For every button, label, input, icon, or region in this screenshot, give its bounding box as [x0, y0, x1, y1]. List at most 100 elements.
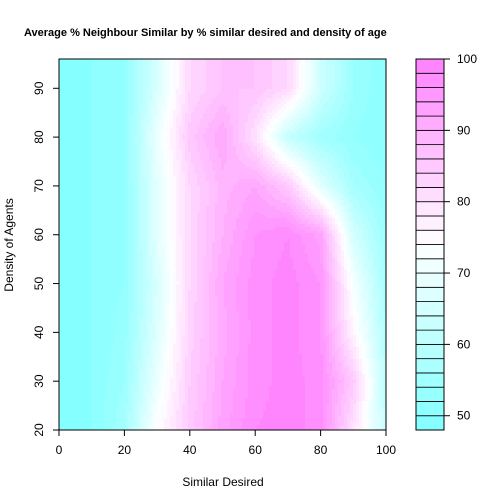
contour-cell: [263, 74, 266, 77]
contour-cell: [317, 119, 320, 122]
contour-cell: [224, 176, 227, 179]
contour-cell: [296, 104, 299, 107]
contour-cell: [260, 143, 263, 146]
contour-cell: [65, 137, 68, 140]
contour-cell: [164, 137, 167, 140]
contour-cell: [68, 149, 71, 152]
contour-cell: [227, 185, 230, 188]
contour-cell: [377, 143, 380, 146]
contour-cell: [326, 140, 329, 143]
contour-cell: [149, 110, 152, 113]
contour-cell: [83, 155, 86, 158]
contour-cell: [59, 92, 62, 95]
contour-cell: [365, 173, 368, 176]
contour-cell: [197, 101, 200, 104]
contour-cell: [233, 110, 236, 113]
contour-cell: [128, 134, 131, 137]
contour-cell: [104, 80, 107, 83]
contour-cell: [197, 125, 200, 128]
contour-cell: [95, 77, 98, 80]
contour-cell: [125, 164, 128, 167]
contour-cell: [326, 158, 329, 161]
contour-cell: [362, 143, 365, 146]
contour-cell: [86, 104, 89, 107]
contour-cell: [365, 143, 368, 146]
contour-cell: [218, 110, 221, 113]
contour-cell: [326, 59, 329, 62]
contour-cell: [233, 68, 236, 71]
contour-cell: [317, 182, 320, 185]
contour-cell: [101, 146, 104, 149]
contour-cell: [233, 122, 236, 125]
contour-cell: [197, 65, 200, 68]
contour-cell: [203, 167, 206, 170]
contour-cell: [86, 167, 89, 170]
contour-cell: [299, 176, 302, 179]
contour-cell: [239, 110, 242, 113]
contour-cell: [230, 86, 233, 89]
contour-cell: [131, 95, 134, 98]
contour-cell: [341, 191, 344, 194]
contour-cell: [131, 143, 134, 146]
contour-cell: [320, 152, 323, 155]
contour-cell: [248, 152, 251, 155]
contour-cell: [65, 149, 68, 152]
contour-cell: [287, 164, 290, 167]
contour-cell: [377, 98, 380, 101]
contour-cell: [185, 173, 188, 176]
contour-cell: [275, 122, 278, 125]
contour-cell: [122, 146, 125, 149]
contour-cell: [314, 104, 317, 107]
contour-cell: [185, 155, 188, 158]
contour-cell: [356, 110, 359, 113]
contour-cell: [254, 89, 257, 92]
contour-cell: [164, 176, 167, 179]
contour-cell: [86, 101, 89, 104]
contour-cell: [248, 95, 251, 98]
contour-cell: [362, 188, 365, 191]
contour-cell: [236, 119, 239, 122]
contour-cell: [374, 125, 377, 128]
contour-cell: [71, 104, 74, 107]
contour-cell: [308, 134, 311, 137]
contour-cell: [197, 185, 200, 188]
contour-cell: [68, 152, 71, 155]
contour-cell: [116, 173, 119, 176]
contour-cell: [164, 92, 167, 95]
contour-cell: [122, 155, 125, 158]
contour-cell: [167, 74, 170, 77]
contour-cell: [236, 71, 239, 74]
contour-cell: [161, 95, 164, 98]
contour-cell: [125, 146, 128, 149]
contour-cell: [365, 125, 368, 128]
contour-cell: [71, 92, 74, 95]
contour-cell: [353, 86, 356, 89]
contour-cell: [239, 152, 242, 155]
contour-cell: [185, 191, 188, 194]
contour-cell: [194, 89, 197, 92]
contour-cell: [152, 146, 155, 149]
contour-cell: [212, 146, 215, 149]
contour-cell: [71, 140, 74, 143]
contour-cell: [311, 98, 314, 101]
contour-cell: [326, 182, 329, 185]
contour-cell: [119, 182, 122, 185]
contour-cell: [326, 95, 329, 98]
contour-cell: [155, 77, 158, 80]
contour-cell: [95, 89, 98, 92]
contour-cell: [122, 152, 125, 155]
contour-cell: [380, 83, 383, 86]
contour-cell: [335, 62, 338, 65]
contour-cell: [260, 83, 263, 86]
contour-cell: [293, 116, 296, 119]
contour-cell: [359, 170, 362, 173]
contour-cell: [191, 98, 194, 101]
contour-cell: [335, 155, 338, 158]
contour-cell: [269, 137, 272, 140]
contour-cell: [128, 185, 131, 188]
contour-cell: [221, 170, 224, 173]
contour-cell: [83, 92, 86, 95]
contour-cell: [134, 149, 137, 152]
contour-cell: [71, 143, 74, 146]
contour-cell: [110, 62, 113, 65]
